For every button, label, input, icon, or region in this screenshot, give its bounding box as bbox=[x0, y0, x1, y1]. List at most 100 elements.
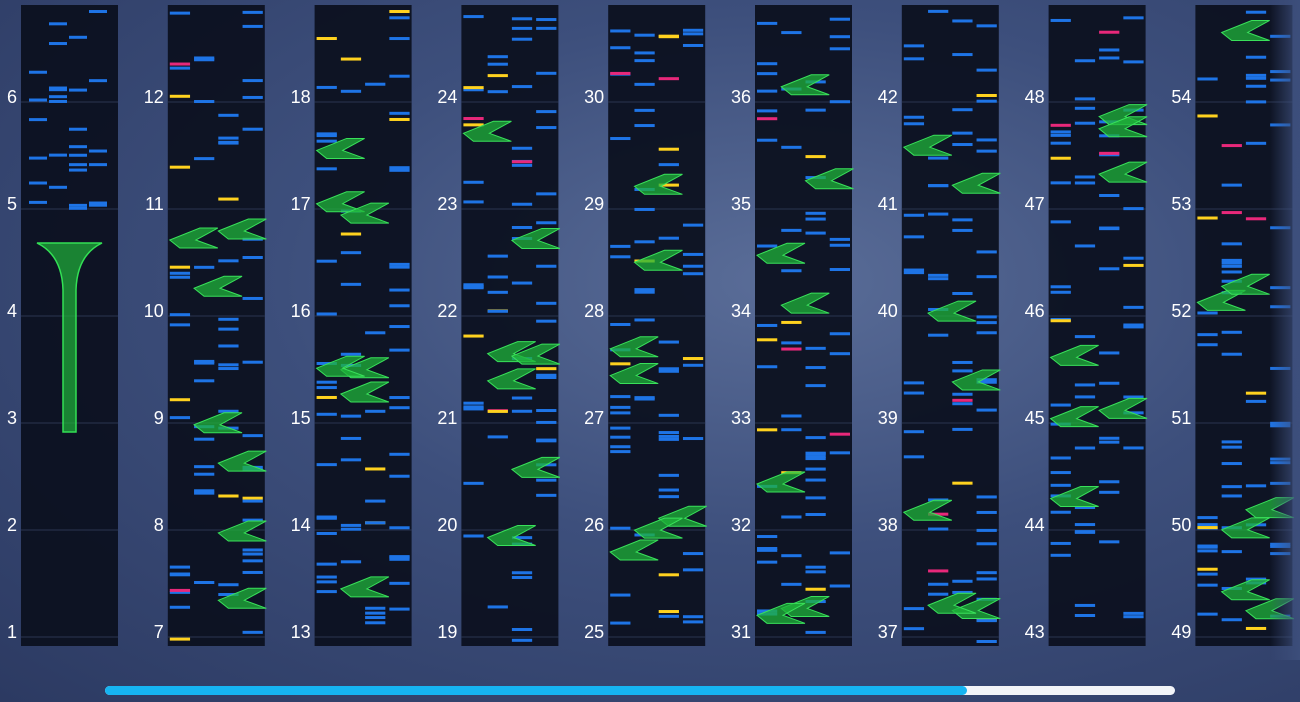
tap-note bbox=[389, 166, 410, 170]
measure-number: 16 bbox=[291, 301, 311, 321]
tap-note bbox=[1221, 242, 1242, 246]
tap-note bbox=[829, 268, 850, 272]
tap-note bbox=[976, 138, 997, 142]
tap-note bbox=[389, 168, 410, 172]
tap-note bbox=[463, 180, 484, 184]
tap-note bbox=[242, 24, 263, 28]
tap-note bbox=[634, 318, 655, 322]
tap-note bbox=[658, 431, 679, 435]
tap-note bbox=[536, 264, 557, 268]
slide-note bbox=[1220, 517, 1270, 539]
slide-note bbox=[1220, 19, 1270, 41]
tap-note bbox=[1221, 445, 1242, 449]
measure-number: 18 bbox=[291, 87, 311, 107]
tap-note bbox=[610, 29, 631, 33]
tap-note bbox=[194, 379, 215, 383]
tap-note bbox=[1099, 490, 1120, 494]
tap-note bbox=[805, 455, 826, 459]
tap-note bbox=[757, 560, 778, 564]
tap-note bbox=[610, 244, 631, 248]
tap-note bbox=[340, 57, 362, 61]
tap-note bbox=[952, 53, 973, 57]
tap-note bbox=[658, 413, 679, 417]
tap-note bbox=[218, 583, 239, 587]
tap-note bbox=[829, 47, 850, 51]
slide-note bbox=[633, 173, 683, 195]
tap-note bbox=[340, 523, 362, 527]
tap-note bbox=[242, 79, 263, 83]
slide-note bbox=[315, 137, 365, 159]
tap-note bbox=[487, 309, 508, 313]
slide-note bbox=[1098, 397, 1148, 419]
tap-note bbox=[365, 499, 386, 503]
tap-note bbox=[242, 499, 263, 503]
tap-note bbox=[365, 467, 386, 471]
tap-note bbox=[1123, 305, 1144, 309]
slide-note bbox=[217, 218, 267, 240]
scrollbar-thumb[interactable] bbox=[105, 686, 967, 695]
tap-note bbox=[194, 58, 215, 62]
measure-number: 31 bbox=[731, 622, 751, 642]
tap-note bbox=[194, 491, 215, 495]
slide-note bbox=[951, 172, 1001, 194]
tap-note bbox=[218, 409, 239, 413]
tap-note bbox=[463, 407, 484, 411]
tap-note bbox=[389, 581, 410, 585]
tap-note bbox=[658, 163, 679, 167]
tap-note bbox=[89, 201, 107, 205]
tap-note bbox=[316, 167, 337, 171]
tap-note bbox=[976, 250, 997, 254]
slide-note bbox=[902, 499, 953, 521]
tap-note bbox=[976, 542, 997, 546]
tap-note bbox=[610, 450, 631, 454]
tap-note bbox=[928, 156, 949, 160]
tap-note bbox=[805, 587, 826, 591]
tap-note bbox=[365, 409, 386, 413]
tap-note bbox=[69, 88, 87, 92]
measure-number: 37 bbox=[878, 622, 898, 642]
tap-note bbox=[757, 244, 778, 248]
tap-note bbox=[169, 271, 191, 275]
measure-number: 28 bbox=[584, 301, 604, 321]
slide-note bbox=[462, 120, 512, 142]
tap-note bbox=[1123, 395, 1144, 399]
tap-note bbox=[511, 85, 533, 89]
tap-note bbox=[903, 607, 925, 611]
tap-note bbox=[903, 122, 925, 126]
slide-note bbox=[1220, 273, 1270, 295]
tap-note bbox=[487, 74, 508, 78]
tap-note bbox=[658, 610, 679, 614]
tap-note bbox=[1050, 319, 1071, 323]
tap-note bbox=[218, 197, 239, 201]
tap-note bbox=[365, 82, 386, 86]
tap-note bbox=[1221, 264, 1242, 268]
measure-number: 46 bbox=[1025, 301, 1045, 321]
measure-number: 44 bbox=[1025, 515, 1045, 535]
tap-note bbox=[340, 560, 362, 564]
tap-note bbox=[610, 395, 631, 399]
tap-note bbox=[536, 301, 557, 305]
tap-note bbox=[1050, 123, 1071, 127]
measure-number: 32 bbox=[731, 515, 751, 535]
tap-note bbox=[1221, 440, 1242, 444]
measure-number: 19 bbox=[437, 622, 457, 642]
tap-note bbox=[316, 85, 337, 89]
tap-note bbox=[49, 99, 67, 103]
tap-note bbox=[69, 168, 87, 172]
tap-note bbox=[487, 605, 508, 609]
tap-note bbox=[1099, 151, 1120, 155]
measure-number: 25 bbox=[584, 622, 604, 642]
tap-note bbox=[389, 396, 410, 400]
tap-note bbox=[511, 163, 533, 167]
tap-note bbox=[69, 153, 87, 157]
tap-note bbox=[1123, 16, 1144, 20]
tap-note bbox=[658, 488, 679, 492]
tap-note bbox=[928, 333, 949, 337]
tap-note bbox=[1197, 114, 1218, 118]
tap-note bbox=[1099, 436, 1120, 440]
tap-note bbox=[634, 396, 655, 400]
tap-note bbox=[976, 68, 997, 72]
tap-note bbox=[952, 19, 973, 23]
tap-note bbox=[829, 332, 850, 336]
slide-note bbox=[339, 576, 390, 598]
